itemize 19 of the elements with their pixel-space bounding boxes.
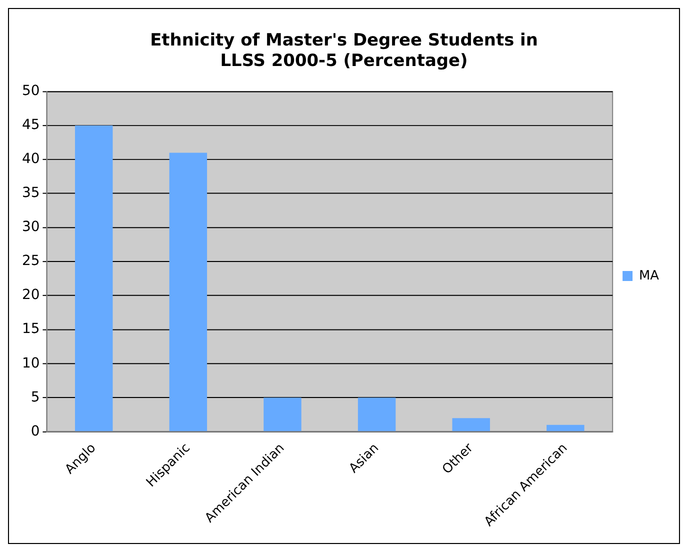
y-tick-label: 35 [22,185,40,202]
legend-label: MA [639,268,660,284]
bar [74,126,113,432]
y-tick-label: 0 [30,423,40,440]
bar [264,398,302,432]
y-tick-label: 25 [22,253,40,270]
bar [358,398,396,432]
y-tick-label: 40 [22,151,40,168]
bar [452,418,490,432]
y-tick-label: 45 [22,117,40,134]
y-tick-label: 15 [22,321,40,338]
y-tick-label: 30 [22,219,40,236]
bar [546,424,584,432]
chart-title: Ethnicity of Master's Degree Students in LLSS 2000-5 (Percentage) [150,29,538,70]
y-tick-label: 10 [22,355,40,372]
y-tick-label: 5 [30,389,40,406]
y-tick-label: 20 [22,287,40,304]
y-tick-label: 50 [22,83,40,100]
bar [169,152,208,432]
